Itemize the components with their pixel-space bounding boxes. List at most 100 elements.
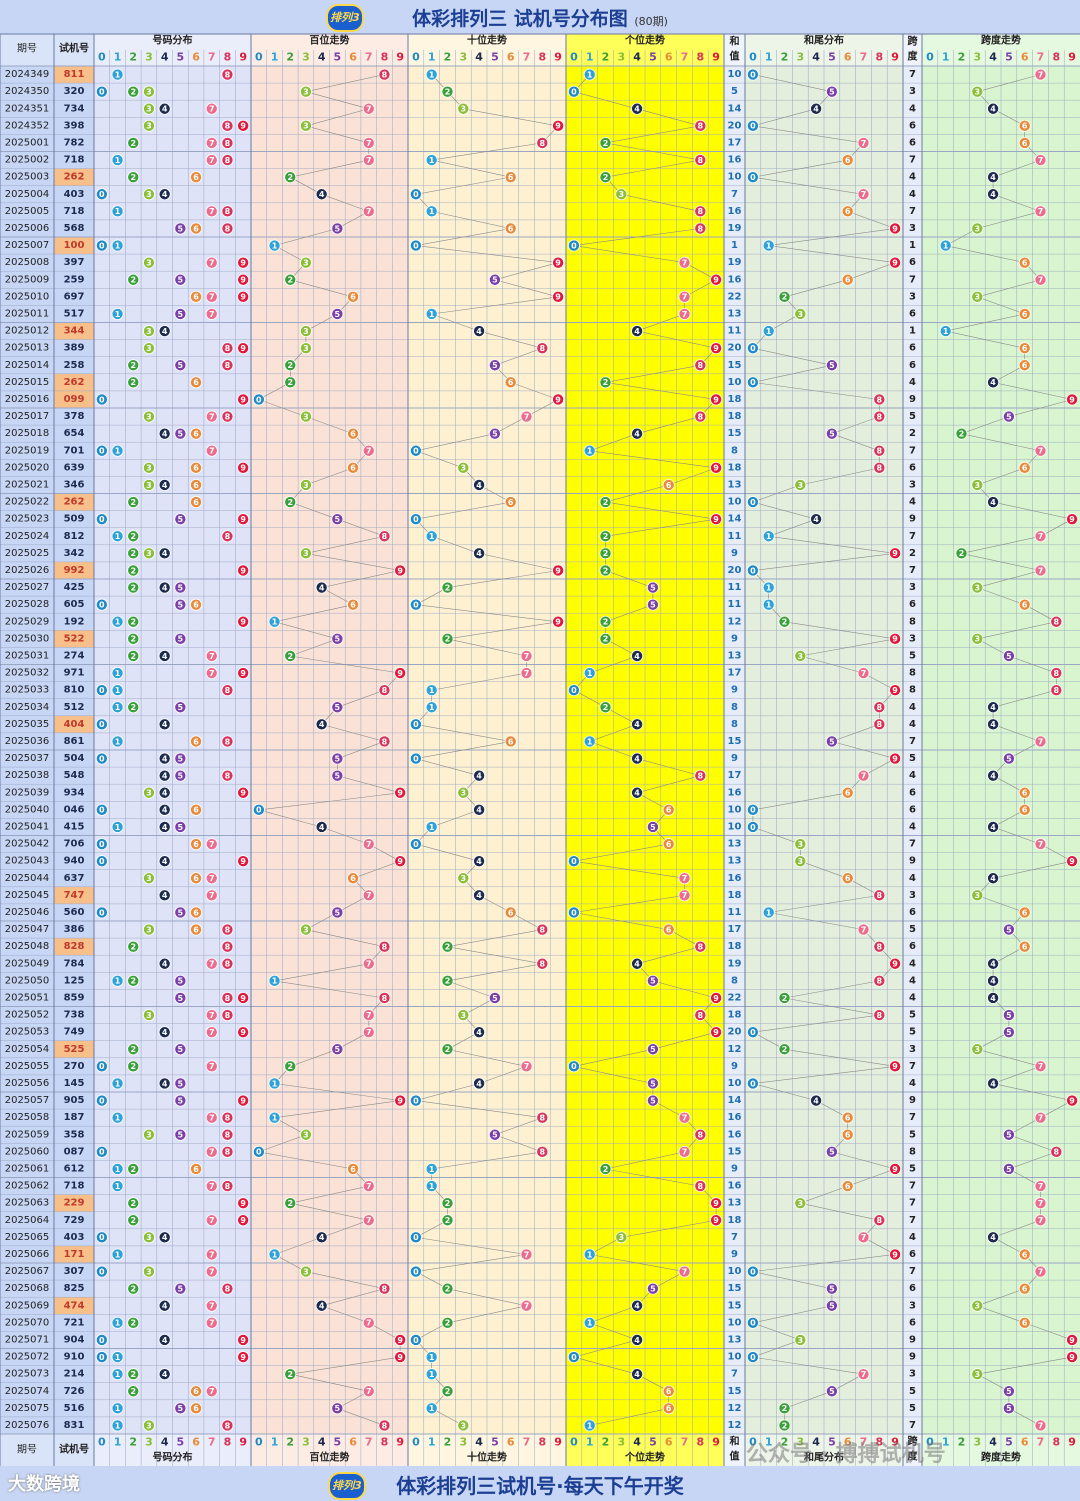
units-ball-digit: 8 [698,156,704,165]
hund-ball-digit: 8 [382,942,388,951]
dist-ball-digit: 5 [178,1284,184,1293]
tail-ball [794,649,807,662]
dist-ball [158,1299,171,1312]
units-ball [678,1265,691,1278]
tens-ball-digit: 9 [555,395,561,404]
spanT-ball [1034,1214,1047,1227]
dist-ball [158,786,171,799]
digit-header: 7 [523,1436,531,1449]
tail-ball [889,684,902,697]
dist-ball-digit: 2 [130,1199,136,1208]
dist-ball-digit: 7 [209,207,215,216]
tail-ball [889,547,902,560]
dist-ball [111,667,124,680]
number-cell: 940 [64,856,85,867]
spanT-ball [1034,1197,1047,1210]
period-cell: 2025074 [5,1386,50,1397]
hund-ball [268,1077,281,1090]
span-cell: 7 [909,155,916,166]
period-cell: 2025015 [5,377,50,388]
units-ball-digit: 5 [650,1045,656,1054]
digit-header: 8 [1052,51,1060,64]
dist-ball-digit: 9 [240,464,246,473]
dist-ball [205,1026,218,1039]
spanT-ball [971,632,984,645]
units-ball [599,564,612,577]
dist-ball-digit: 8 [225,1148,231,1157]
dist-ball [174,222,187,235]
hund-ball [331,769,344,782]
dist-ball-digit: 9 [240,1353,246,1362]
tail-ball-digit: 3 [798,1336,804,1345]
tens-ball [473,855,486,868]
dist-ball [111,615,124,628]
tens-ball-digit: 7 [524,669,530,678]
tens-ball-digit: 3 [461,874,467,883]
sum-cell: 13 [728,650,742,661]
hund-ball-digit: 4 [319,823,325,832]
tens-ball [504,171,517,184]
tens-ball [488,1128,501,1141]
dist-ball [205,205,218,218]
digit-header: 2 [129,51,137,64]
dist-ball [142,410,155,423]
tail-ball [778,615,791,628]
dist-ball-digit: 0 [99,908,105,917]
spanT-ball-digit: 6 [1022,122,1028,131]
spanT-ball-digit: 7 [1038,1199,1044,1208]
number-cell: 605 [64,599,85,610]
spanT-ball-digit: 7 [1038,156,1044,165]
dist-ball [221,342,234,355]
hund-ball [362,838,375,851]
dist-ball-digit: 3 [146,1233,152,1242]
period-cell: 2025032 [5,668,50,679]
spanT-ball-digit: 5 [1006,1165,1012,1174]
spanT-ball [1034,564,1047,577]
dist-ball-digit: 6 [193,293,199,302]
dist-ball [221,530,234,543]
span-cell: 6 [909,120,916,131]
hund-ball [315,581,328,594]
dist-ball [127,649,140,662]
tens-ball-digit: 1 [429,703,435,712]
tail-ball-digit: 2 [782,1421,788,1430]
hund-ball-digit: 5 [335,515,341,524]
tens-ball [504,376,517,389]
tail-ball-digit: 2 [782,293,788,302]
tail-ball [794,478,807,491]
dist-ball-digit: 9 [240,566,246,575]
tens-ball-digit: 8 [540,1148,546,1157]
sum-header: 值 [730,1450,740,1463]
dist-ball [174,1128,187,1141]
dist-ball-digit: 5 [178,823,184,832]
number-cell: 861 [64,736,85,747]
dist-ball [127,940,140,953]
dist-ball [142,325,155,338]
hund-ball-digit: 5 [335,1404,341,1413]
spanT-ball [1018,803,1031,816]
span-cell: 5 [909,1386,916,1397]
dist-ball [237,855,250,868]
period-cell: 2024352 [5,120,50,131]
span-cell: 4 [909,103,916,114]
units-ball [694,1128,707,1141]
hund-ball [284,1368,297,1381]
hund-ball-digit: 0 [256,1148,262,1157]
spanT-ball [955,427,968,440]
sum-cell: 10 [728,497,742,508]
dist-ball [237,667,250,680]
dist-ball [221,136,234,149]
tail-ball-digit: 6 [845,276,851,285]
spanT-ball-digit: 7 [1038,1113,1044,1122]
dist-ball-digit: 3 [146,464,152,473]
dist-ball [127,1214,140,1227]
tail-ball [778,1419,791,1432]
sum-cell: 16 [728,873,742,884]
tail-ball [873,701,886,714]
digit-header: 3 [145,51,153,64]
dist-ball-digit: 2 [130,1387,136,1396]
hund-ball [378,530,391,543]
hund-ball [362,1009,375,1022]
units-ball-digit: 8 [698,771,704,780]
sum-cell: 13 [728,308,742,319]
